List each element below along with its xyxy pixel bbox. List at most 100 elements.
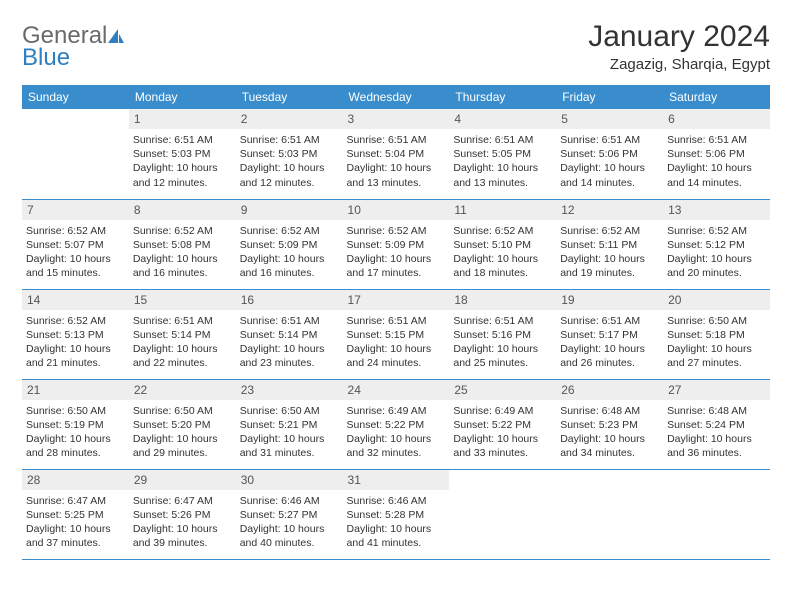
location-text: Zagazig, Sharqia, Egypt [588,56,770,73]
sunset-text: Sunset: 5:22 PM [453,418,552,432]
day-number: 28 [22,470,129,490]
daylight-text: Daylight: 10 hours and 23 minutes. [240,342,339,370]
daylight-text: Daylight: 10 hours and 37 minutes. [26,522,125,550]
day-number: 29 [129,470,236,490]
calendar-day-cell: 5Sunrise: 6:51 AMSunset: 5:06 PMDaylight… [556,109,663,199]
day-number: 10 [343,200,450,220]
daylight-text: Daylight: 10 hours and 27 minutes. [667,342,766,370]
day-number: 2 [236,109,343,129]
sunset-text: Sunset: 5:17 PM [560,328,659,342]
sunset-text: Sunset: 5:27 PM [240,508,339,522]
calendar-day-cell: 29 Sunrise: 6:47 AMSunset: 5:26 PMDayligh… [129,469,236,559]
calendar-day-cell: 28 Sunrise: 6:47 AMSunset: 5:25 PMDayligh… [22,469,129,559]
day-number: 26 [556,380,663,400]
logo: GeneralBlue [22,20,123,70]
day-number: 31 [343,470,450,490]
daylight-text: Daylight: 10 hours and 41 minutes. [347,522,446,550]
day-info: Sunrise: 6:52 AMSunset: 5:09 PMDaylight:… [347,224,446,281]
sunset-text: Sunset: 5:18 PM [667,328,766,342]
sunset-text: Sunset: 5:14 PM [133,328,232,342]
sunrise-text: Sunrise: 6:46 AM [347,494,446,508]
sunrise-text: Sunrise: 6:48 AM [667,404,766,418]
day-number: 24 [343,380,450,400]
sunrise-text: Sunrise: 6:51 AM [240,133,339,147]
sunrise-text: Sunrise: 6:52 AM [347,224,446,238]
daylight-text: Daylight: 10 hours and 17 minutes. [347,252,446,280]
weekday-header: Friday [556,85,663,109]
sunset-text: Sunset: 5:10 PM [453,238,552,252]
sunrise-text: Sunrise: 6:50 AM [240,404,339,418]
sunrise-text: Sunrise: 6:50 AM [133,404,232,418]
sunset-text: Sunset: 5:06 PM [667,147,766,161]
daylight-text: Daylight: 10 hours and 32 minutes. [347,432,446,460]
daylight-text: Daylight: 10 hours and 20 minutes. [667,252,766,280]
daylight-text: Daylight: 10 hours and 40 minutes. [240,522,339,550]
daylight-text: Daylight: 10 hours and 28 minutes. [26,432,125,460]
sunrise-text: Sunrise: 6:51 AM [453,314,552,328]
day-info: Sunrise: 6:52 AMSunset: 5:12 PMDaylight:… [667,224,766,281]
calendar-day-cell: 10 Sunrise: 6:52 AMSunset: 5:09 PMDayligh… [343,199,450,289]
calendar-day-cell: 22Sunrise: 6:50 AMSunset: 5:20 PMDayligh… [129,379,236,469]
day-info: Sunrise: 6:47 AMSunset: 5:25 PMDaylight:… [26,494,125,551]
day-info: Sunrise: 6:46 AMSunset: 5:27 PMDaylight:… [240,494,339,551]
calendar-day-cell: 24Sunrise: 6:49 AMSunset: 5:22 PMDayligh… [343,379,450,469]
calendar-day-cell: 9Sunrise: 6:52 AMSunset: 5:09 PMDaylight… [236,199,343,289]
calendar-day-cell [449,469,556,559]
sunset-text: Sunset: 5:26 PM [133,508,232,522]
day-info: Sunrise: 6:49 AMSunset: 5:22 PMDaylight:… [453,404,552,461]
day-info: Sunrise: 6:51 AMSunset: 5:14 PMDaylight:… [240,314,339,371]
sunset-text: Sunset: 5:13 PM [26,328,125,342]
day-info: Sunrise: 6:52 AMSunset: 5:11 PMDaylight:… [560,224,659,281]
day-number: 18 [449,290,556,310]
sunrise-text: Sunrise: 6:52 AM [560,224,659,238]
calendar-day-cell: 25Sunrise: 6:49 AMSunset: 5:22 PMDayligh… [449,379,556,469]
sunrise-text: Sunrise: 6:52 AM [26,314,125,328]
calendar-day-cell: 26Sunrise: 6:48 AMSunset: 5:23 PMDayligh… [556,379,663,469]
day-info: Sunrise: 6:50 AMSunset: 5:19 PMDaylight:… [26,404,125,461]
day-number: 19 [556,290,663,310]
sunset-text: Sunset: 5:23 PM [560,418,659,432]
sunrise-text: Sunrise: 6:51 AM [240,314,339,328]
daylight-text: Daylight: 10 hours and 12 minutes. [133,161,232,189]
day-info: Sunrise: 6:47 AMSunset: 5:26 PMDaylight:… [133,494,232,551]
day-number: 14 [22,290,129,310]
calendar-week-row: 21 Sunrise: 6:50 AMSunset: 5:19 PMDayligh… [22,379,770,469]
calendar-day-cell: 1Sunrise: 6:51 AMSunset: 5:03 PMDaylight… [129,109,236,199]
day-number: 5 [556,109,663,129]
weekday-header: Thursday [449,85,556,109]
day-info: Sunrise: 6:51 AMSunset: 5:03 PMDaylight:… [240,133,339,190]
daylight-text: Daylight: 10 hours and 36 minutes. [667,432,766,460]
day-number: 22 [129,380,236,400]
sunrise-text: Sunrise: 6:51 AM [133,133,232,147]
sunrise-text: Sunrise: 6:47 AM [133,494,232,508]
calendar-day-cell: 14Sunrise: 6:52 AMSunset: 5:13 PMDayligh… [22,289,129,379]
calendar-week-row: 14 Sunrise: 6:52 AMSunset: 5:13 PM Dayligh… [22,289,770,379]
day-info: Sunrise: 6:50 AMSunset: 5:18 PMDaylight:… [667,314,766,371]
day-number: 11 [449,200,556,220]
sunrise-text: Sunrise: 6:51 AM [667,133,766,147]
calendar-day-cell: 15Sunrise: 6:51 AMSunset: 5:14 PMDayligh… [129,289,236,379]
day-number: 21 [22,380,129,400]
daylight-text: Daylight: 10 hours and 14 minutes. [667,161,766,189]
calendar-day-cell: 8Sunrise: 6:52 AMSunset: 5:08 PMDaylight… [129,199,236,289]
day-number: 15 [129,290,236,310]
weekday-header-row: Sunday Monday Tuesday Wednesday Thursday… [22,85,770,109]
day-number: 30 [236,470,343,490]
calendar-day-cell: 19Sunrise: 6:51 AMSunset: 5:17 PMDayligh… [556,289,663,379]
calendar-day-cell: 3Sunrise: 6:51 AMSunset: 5:04 PMDaylight… [343,109,450,199]
calendar-day-cell: 7Sunrise: 6:52 AMSunset: 5:07 PMDaylight… [22,199,129,289]
weekday-header: Wednesday [343,85,450,109]
sunset-text: Sunset: 5:09 PM [240,238,339,252]
sunset-text: Sunset: 5:21 PM [240,418,339,432]
day-info: Sunrise: 6:51 AMSunset: 5:16 PMDaylight:… [453,314,552,371]
sunrise-text: Sunrise: 6:50 AM [667,314,766,328]
daylight-text: Daylight: 10 hours and 14 minutes. [560,161,659,189]
daylight-text: Daylight: 10 hours and 16 minutes. [240,252,339,280]
daylight-text: Daylight: 10 hours and 24 minutes. [347,342,446,370]
day-number: 8 [129,200,236,220]
day-number: 7 [22,200,129,220]
weekday-header: Sunday [22,85,129,109]
day-number: 1 [129,109,236,129]
sunrise-text: Sunrise: 6:49 AM [453,404,552,418]
day-info: Sunrise: 6:51 AMSunset: 5:06 PMDaylight:… [667,133,766,190]
